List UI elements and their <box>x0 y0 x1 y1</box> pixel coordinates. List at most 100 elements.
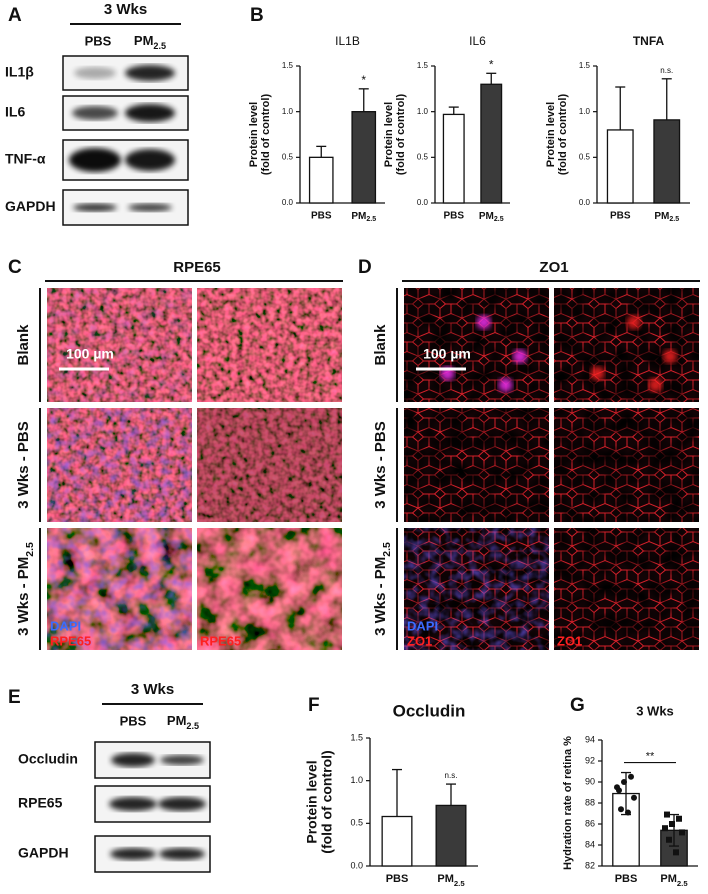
y-tick-label: 84 <box>585 839 595 849</box>
data-point <box>618 806 624 813</box>
row-label: 3 Wks - PBS <box>372 421 389 509</box>
micro-blob <box>498 377 513 392</box>
data-point <box>625 809 631 816</box>
y-tick-label: 1.0 <box>579 107 591 116</box>
data-point <box>662 825 668 832</box>
y-axis-label: (fold of control) <box>557 94 569 176</box>
blot-band <box>125 65 175 81</box>
data-point <box>676 815 682 822</box>
blot-header: 3 Wks <box>104 1 147 18</box>
y-axis-label: Protein level <box>248 102 260 167</box>
y-axis-label: (fold of control) <box>395 94 407 176</box>
micro-blob <box>648 377 663 392</box>
blot-row-label: IL6 <box>5 104 25 120</box>
annotation: ** <box>646 750 655 762</box>
blot-row-label: IL1β <box>5 64 34 80</box>
blot <box>94 785 211 823</box>
blot <box>94 741 211 779</box>
micro-blob <box>476 315 491 330</box>
blot-row-label: GAPDH <box>18 845 69 861</box>
x-tick-label: PBS <box>610 211 631 222</box>
lane-label-main: PM <box>167 713 187 728</box>
micrograph <box>47 288 192 402</box>
panel-letter: C <box>8 257 22 278</box>
y-axis-label: Protein level <box>545 102 557 167</box>
micro-dapi <box>47 288 192 402</box>
micro-dapi <box>404 528 549 650</box>
blot <box>62 139 189 181</box>
blot-row-label: RPE65 <box>18 795 63 811</box>
y-tick-label: 88 <box>585 797 595 807</box>
y-tick-label: 0.5 <box>579 152 591 161</box>
row-label: Blank <box>15 324 32 366</box>
blot-row-label: GAPDH <box>5 198 56 214</box>
y-tick-label: 0.0 <box>350 860 363 870</box>
y-tick-label: 92 <box>585 755 595 765</box>
micro-shade <box>554 408 699 522</box>
stain-label: ZO1 <box>557 633 582 648</box>
panel-letter: D <box>358 257 372 278</box>
micro-blob <box>626 315 641 330</box>
micro-signal <box>197 408 342 522</box>
bar <box>606 129 634 204</box>
x-tick-label-sub: 2.5 <box>669 216 679 223</box>
micrograph <box>47 408 192 522</box>
blot-band <box>111 753 155 767</box>
data-point <box>621 779 627 785</box>
row-label: 3 Wks - PM2.5 <box>372 542 393 636</box>
row-label-sub: 2.5 <box>381 542 393 557</box>
micro-shade <box>554 528 699 650</box>
blot-header: 3 Wks <box>131 681 174 698</box>
panel-title: ZO1 <box>539 259 568 276</box>
blot-band <box>110 848 156 860</box>
blot-band <box>158 797 206 811</box>
scale-bar-label: 100 µm <box>423 346 471 362</box>
stain-label: RPE65 <box>200 633 241 648</box>
panel-letter: E <box>8 687 21 708</box>
y-tick-label: 0.0 <box>417 198 429 207</box>
x-tick-label-sub: 2.5 <box>454 879 465 888</box>
annotation: * <box>361 73 366 87</box>
micro-dapi <box>47 528 192 650</box>
stain-label: DAPI <box>407 618 438 633</box>
row-label-sub: 2.5 <box>24 542 36 557</box>
x-tick-label: PBS <box>386 873 409 885</box>
stain-label: RPE65 <box>50 633 91 648</box>
x-tick-label: PBS <box>311 211 332 222</box>
bar <box>351 111 377 204</box>
micro-blob <box>663 349 677 364</box>
stain-label: DAPI <box>50 618 81 633</box>
bar <box>612 792 640 867</box>
micrograph <box>554 408 699 522</box>
x-tick-label-main: PM <box>479 211 494 222</box>
x-tick-label: PM2.5 <box>351 211 376 224</box>
y-tick-label: 94 <box>585 734 595 744</box>
y-tick-label: 0.5 <box>417 152 429 161</box>
blot-band <box>73 203 117 212</box>
lane-label-sub: 2.5 <box>186 721 199 731</box>
stain-label: ZO1 <box>407 633 432 648</box>
blot <box>62 55 189 91</box>
x-tick-label-sub: 2.5 <box>494 216 504 223</box>
y-axis-label: Protein level <box>383 102 395 167</box>
y-tick-label: 1.0 <box>350 775 363 785</box>
lane-label: PM2.5 <box>134 33 166 51</box>
panel-letter: F <box>308 695 320 716</box>
micrograph <box>197 288 342 402</box>
data-point <box>631 794 637 801</box>
panel-letter: A <box>8 5 22 26</box>
chart-title: IL1B <box>335 34 360 48</box>
bar <box>435 804 467 867</box>
blot-band <box>125 104 175 122</box>
chart-title: 3 Wks <box>636 703 674 718</box>
y-tick-label: 1.0 <box>282 107 294 116</box>
micrograph <box>404 288 549 402</box>
bar <box>480 83 503 204</box>
data-point <box>666 836 672 843</box>
scale-bar-label: 100 µm <box>66 346 114 362</box>
y-tick-label: 0.0 <box>282 198 294 207</box>
blot-band <box>69 148 121 172</box>
x-tick-label: PM2.5 <box>479 211 504 224</box>
lane-label-main: PM <box>134 33 154 48</box>
data-point <box>669 821 675 827</box>
